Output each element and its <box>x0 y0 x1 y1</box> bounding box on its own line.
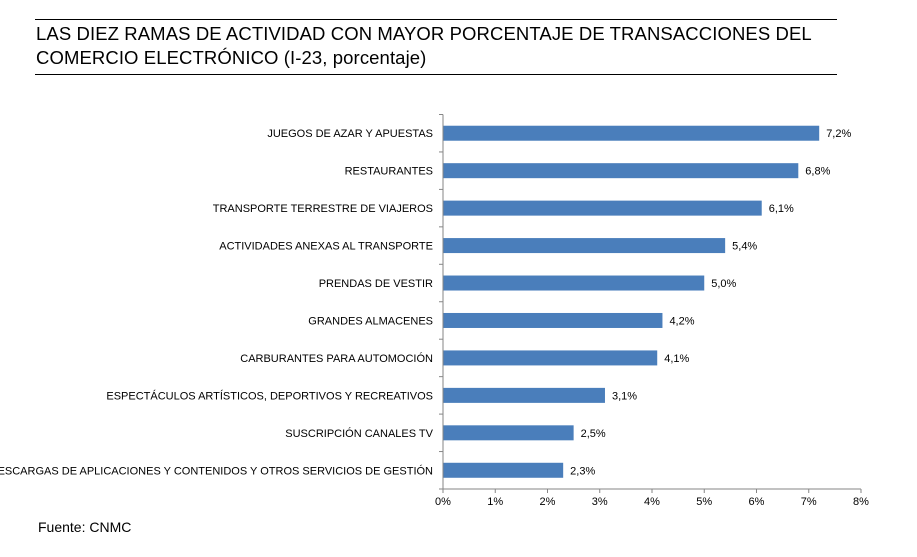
bar-1 <box>443 125 820 141</box>
bar-10 <box>443 462 564 478</box>
bar-4 <box>443 238 726 254</box>
bar-6 <box>443 312 663 328</box>
category-label-8: ESPECTÁCULOS ARTÍSTICOS, DEPORTIVOS Y RE… <box>106 389 433 402</box>
data-label-3: 6,1% <box>769 203 794 215</box>
category-label-1: JUEGOS DE AZAR Y APUESTAS <box>267 128 433 140</box>
bar-3 <box>443 200 762 216</box>
title-top-rule <box>35 19 837 20</box>
x-tick-label-5: 5% <box>696 496 712 508</box>
category-label-4: ACTIVIDADES ANEXAS AL TRANSPORTE <box>219 241 433 253</box>
data-label-9: 2,5% <box>581 428 606 440</box>
data-label-5: 5,0% <box>711 278 736 290</box>
data-label-8: 3,1% <box>612 390 637 402</box>
data-label-1: 7,2% <box>826 128 851 140</box>
bar-9 <box>443 425 574 441</box>
x-tick-label-0: 0% <box>435 496 451 508</box>
category-label-2: RESTAURANTES <box>345 166 433 178</box>
bar-2 <box>443 163 799 179</box>
data-label-6: 4,2% <box>669 315 694 327</box>
x-tick-label-8: 8% <box>853 496 869 508</box>
data-label-7: 4,1% <box>664 353 689 365</box>
chart-title: LAS DIEZ RAMAS DE ACTIVIDAD CON MAYOR PO… <box>36 23 812 68</box>
x-tick-label-2: 2% <box>540 496 556 508</box>
x-tick-label-3: 3% <box>592 496 608 508</box>
x-tick-label-1: 1% <box>487 496 503 508</box>
title-bottom-rule <box>35 74 837 75</box>
bar-8 <box>443 387 605 403</box>
source-note: Fuente: CNMC <box>38 519 132 535</box>
x-tick-label-7: 7% <box>801 496 817 508</box>
category-label-3: TRANSPORTE TERRESTRE DE VIAJEROS <box>213 203 433 215</box>
bar-5 <box>443 275 705 291</box>
category-label-7: CARBURANTES PARA AUTOMOCIÓN <box>240 352 433 365</box>
data-label-2: 6,8% <box>805 166 830 178</box>
data-label-4: 5,4% <box>732 241 757 253</box>
category-label-5: PRENDAS DE VESTIR <box>319 278 433 290</box>
category-label-9: SUSCRIPCIÓN CANALES TV <box>285 427 433 440</box>
category-label-6: GRANDES ALMACENES <box>308 315 433 327</box>
bar-7 <box>443 350 658 366</box>
category-label-10: DESCARGAS DE APLICACIONES Y CONTENIDOS Y… <box>0 464 433 477</box>
x-tick-label-4: 4% <box>644 496 660 508</box>
data-label-10: 2,3% <box>570 465 595 477</box>
x-tick-label-6: 6% <box>749 496 765 508</box>
